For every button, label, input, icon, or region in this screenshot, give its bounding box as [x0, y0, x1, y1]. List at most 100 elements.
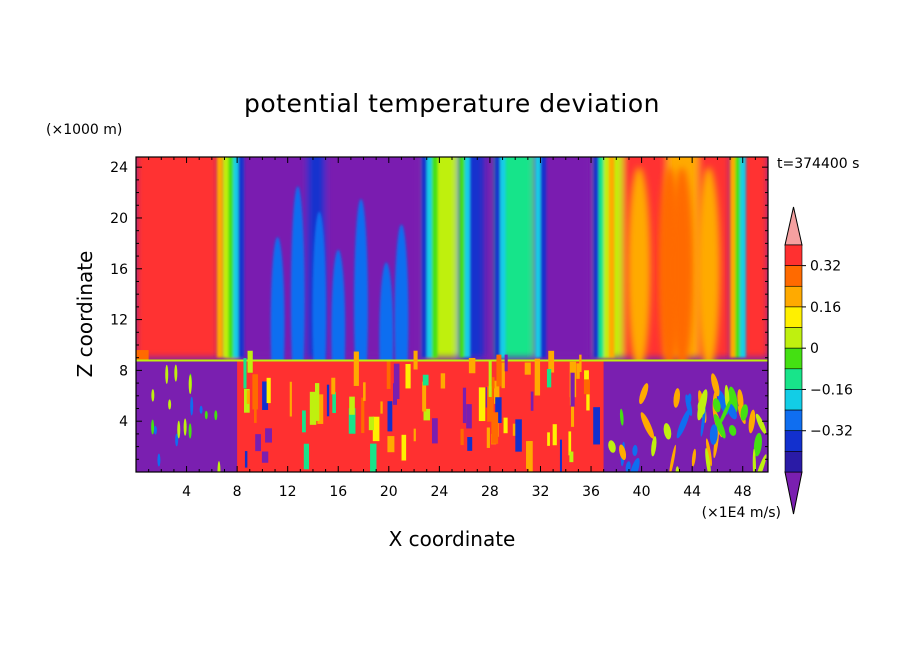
- turbulence-streak: [486, 427, 490, 448]
- turbulence-streak: [530, 391, 534, 411]
- turbulence-eddy: [718, 397, 733, 427]
- turbulence-streak: [393, 363, 400, 400]
- turbulence-eddy: [151, 389, 155, 402]
- x-tick-label: 40: [633, 484, 651, 500]
- turbulence-eddy: [632, 444, 638, 457]
- turbulence-eddy: [748, 409, 756, 434]
- turbulence-eddy: [174, 364, 178, 382]
- turbulence-streak: [422, 381, 427, 412]
- edge-band-15: [598, 157, 605, 358]
- turbulence-streak: [559, 439, 562, 472]
- turbulence-eddy: [709, 424, 718, 445]
- y-tick-label: 4: [119, 414, 128, 430]
- turbulence-streak: [576, 363, 580, 379]
- edge-band-2: [228, 157, 234, 358]
- turbulence-eddy: [153, 425, 157, 435]
- turbulence-eddy: [177, 420, 181, 439]
- warm-core-2: [670, 167, 694, 371]
- turbulence-eddy: [712, 398, 721, 413]
- turbulence-eddy: [700, 406, 706, 437]
- turbulence-streak: [528, 441, 533, 472]
- edge-band-6: [426, 157, 433, 358]
- colorbar-under-triangle: [784, 471, 803, 515]
- turbulence-eddy: [217, 461, 221, 472]
- turbulence-eddy: [755, 454, 767, 472]
- turbulence-eddy: [651, 436, 657, 457]
- turbulence-streak: [460, 428, 464, 446]
- turbulence-streak: [568, 431, 572, 456]
- y-unit-label: (×1000 m): [46, 122, 122, 138]
- turbulence-eddy: [755, 413, 767, 435]
- turbulence-eddy: [711, 373, 720, 397]
- x-axis: 4 8 12 16 20 24 28 32 36 40 44 48: [148, 157, 756, 500]
- edge-band-17: [608, 157, 615, 358]
- colorbar-bin: [784, 409, 803, 432]
- x-tick-label: 28: [481, 484, 499, 500]
- turbulence-streak: [503, 417, 508, 434]
- x-unit-label: (×1E4 m/s): [702, 505, 781, 521]
- turbulence-eddy: [199, 405, 203, 414]
- x-tick-label: 16: [329, 484, 347, 500]
- turbulence-eddy: [676, 409, 690, 439]
- turbulence-eddy: [685, 394, 693, 416]
- turbulence-streak: [495, 397, 502, 424]
- turbulence-streak: [372, 416, 380, 442]
- plume-1: [290, 186, 305, 415]
- edge-band-0: [216, 157, 223, 358]
- edge-band-10: [494, 157, 501, 358]
- y-axis-label: Z coordinate: [73, 251, 97, 378]
- turbulence-eddy: [737, 389, 744, 411]
- upper-column-12: [742, 157, 768, 358]
- turbulence-streak: [246, 390, 250, 404]
- colorbar-bin: [784, 368, 803, 390]
- turbulence-streak: [368, 416, 375, 431]
- turbulence-streak: [548, 350, 555, 373]
- turbulence-eddy: [705, 438, 712, 467]
- y-tick-label: 16: [110, 262, 128, 278]
- turbulence-eddy: [713, 414, 726, 439]
- turbulence-streak: [422, 374, 429, 386]
- turbulence-eddy: [697, 400, 706, 415]
- colorbar-bin: [784, 451, 803, 473]
- edge-band-4: [238, 157, 245, 358]
- turbulence-eddy: [168, 399, 172, 410]
- colorbar: 0.32 0.16 0 −0.16 −0.32: [784, 206, 853, 515]
- turbulence-eddy: [619, 444, 627, 461]
- x-tick-label: 44: [683, 484, 701, 500]
- edge-band-9: [464, 157, 471, 358]
- turbulence-eddy: [705, 448, 711, 472]
- turbulence-streak: [570, 372, 575, 407]
- edge-band-11: [500, 157, 506, 358]
- turbulence-streak: [501, 362, 505, 389]
- turbulence-eddy: [183, 418, 187, 436]
- turbulence-streak: [252, 374, 258, 410]
- turbulence-streak: [492, 377, 495, 389]
- turbulence-streak: [303, 443, 310, 470]
- y-tick-label: 24: [110, 160, 128, 176]
- turbulence-streak: [353, 351, 359, 386]
- upper-edges: [216, 157, 746, 358]
- colorbar-bin: [784, 389, 803, 411]
- turbulence-streak: [401, 434, 407, 461]
- colorbar-bin: [784, 244, 803, 266]
- turbulence-streak: [386, 361, 391, 389]
- x-tick-label: 20: [380, 484, 398, 500]
- x-tick-label: 48: [734, 484, 752, 500]
- turbulence-streak: [413, 428, 416, 442]
- turbulence-streak: [546, 369, 552, 388]
- colorbar-over-triangle: [784, 206, 803, 246]
- x-tick-label: 12: [279, 484, 297, 500]
- turbulence-streak: [586, 394, 590, 411]
- turbulence-eddy: [687, 393, 692, 405]
- turbulence-eddy: [669, 444, 676, 472]
- turbulence-streak: [332, 392, 336, 414]
- turbulence-eddy: [175, 433, 179, 447]
- turbulence-streak: [317, 394, 324, 424]
- turbulence-streak: [349, 396, 355, 415]
- turbulence-streak: [467, 437, 473, 451]
- turbulence-eddy: [629, 457, 640, 472]
- turbulence-streak: [534, 358, 541, 396]
- x-tick-label: 4: [182, 484, 191, 500]
- turbulence-streak: [468, 357, 476, 374]
- edge-band-1: [223, 157, 229, 358]
